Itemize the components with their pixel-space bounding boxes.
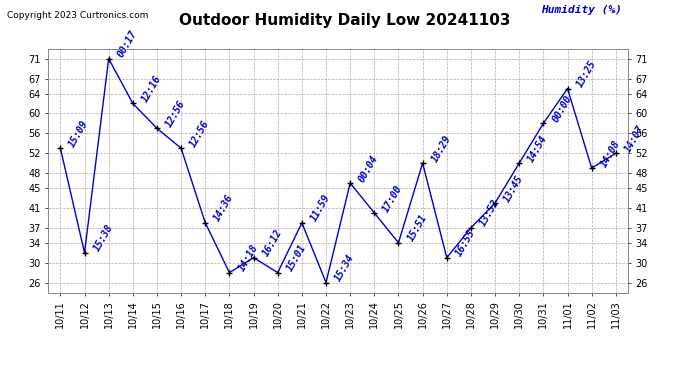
Text: 14:08: 14:08 [599, 138, 622, 169]
Text: 16:55: 16:55 [454, 228, 477, 258]
Text: 18:29: 18:29 [430, 134, 453, 164]
Text: 14:54: 14:54 [526, 134, 549, 164]
Text: 11:59: 11:59 [309, 193, 332, 224]
Text: 00:04: 00:04 [357, 153, 380, 184]
Text: 14:07: 14:07 [623, 123, 646, 154]
Text: 13:25: 13:25 [575, 59, 598, 89]
Text: 14:36: 14:36 [213, 193, 235, 224]
Text: 15:09: 15:09 [68, 118, 90, 149]
Text: Outdoor Humidity Daily Low 20241103: Outdoor Humidity Daily Low 20241103 [179, 13, 511, 28]
Text: 12:56: 12:56 [188, 118, 211, 149]
Text: 12:16: 12:16 [140, 74, 163, 104]
Text: 15:34: 15:34 [333, 253, 356, 283]
Text: 00:17: 00:17 [116, 29, 139, 59]
Text: 15:01: 15:01 [285, 243, 308, 273]
Text: 12:56: 12:56 [164, 99, 187, 129]
Text: 14:18: 14:18 [237, 243, 259, 273]
Text: 15:38: 15:38 [92, 223, 115, 254]
Text: 00:00: 00:00 [551, 93, 573, 124]
Text: Copyright 2023 Curtronics.com: Copyright 2023 Curtronics.com [7, 11, 148, 20]
Text: 17:00: 17:00 [382, 183, 404, 213]
Text: 15:51: 15:51 [406, 213, 428, 243]
Text: 16:12: 16:12 [261, 228, 284, 258]
Text: 13:52: 13:52 [478, 198, 501, 228]
Text: 13:45: 13:45 [502, 173, 525, 204]
Text: Humidity (%): Humidity (%) [541, 5, 622, 15]
